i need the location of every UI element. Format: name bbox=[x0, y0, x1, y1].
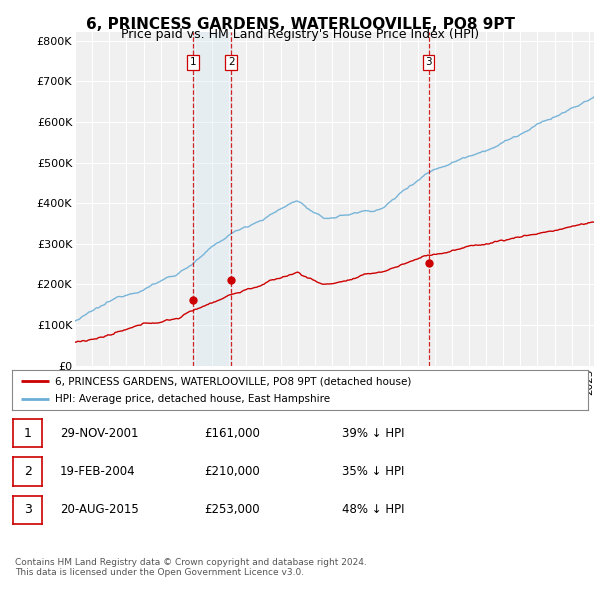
Text: 3: 3 bbox=[23, 503, 32, 516]
Text: £253,000: £253,000 bbox=[204, 503, 260, 516]
Text: 39% ↓ HPI: 39% ↓ HPI bbox=[342, 427, 404, 440]
Text: £210,000: £210,000 bbox=[204, 465, 260, 478]
Text: 29-NOV-2001: 29-NOV-2001 bbox=[60, 427, 139, 440]
Text: 20-AUG-2015: 20-AUG-2015 bbox=[60, 503, 139, 516]
Text: Contains HM Land Registry data © Crown copyright and database right 2024.
This d: Contains HM Land Registry data © Crown c… bbox=[15, 558, 367, 577]
Text: £161,000: £161,000 bbox=[204, 427, 260, 440]
Text: HPI: Average price, detached house, East Hampshire: HPI: Average price, detached house, East… bbox=[55, 394, 331, 404]
Text: 35% ↓ HPI: 35% ↓ HPI bbox=[342, 465, 404, 478]
Text: 2: 2 bbox=[228, 57, 235, 67]
Text: 1: 1 bbox=[190, 57, 197, 67]
Text: 6, PRINCESS GARDENS, WATERLOOVILLE, PO8 9PT: 6, PRINCESS GARDENS, WATERLOOVILLE, PO8 … bbox=[86, 17, 515, 31]
Bar bbox=[193, 32, 232, 366]
Text: 3: 3 bbox=[425, 57, 432, 67]
Text: 2: 2 bbox=[23, 465, 32, 478]
Text: 19-FEB-2004: 19-FEB-2004 bbox=[60, 465, 136, 478]
Text: 48% ↓ HPI: 48% ↓ HPI bbox=[342, 503, 404, 516]
Text: Price paid vs. HM Land Registry's House Price Index (HPI): Price paid vs. HM Land Registry's House … bbox=[121, 28, 479, 41]
Text: 6, PRINCESS GARDENS, WATERLOOVILLE, PO8 9PT (detached house): 6, PRINCESS GARDENS, WATERLOOVILLE, PO8 … bbox=[55, 376, 412, 386]
Text: 1: 1 bbox=[23, 427, 32, 440]
